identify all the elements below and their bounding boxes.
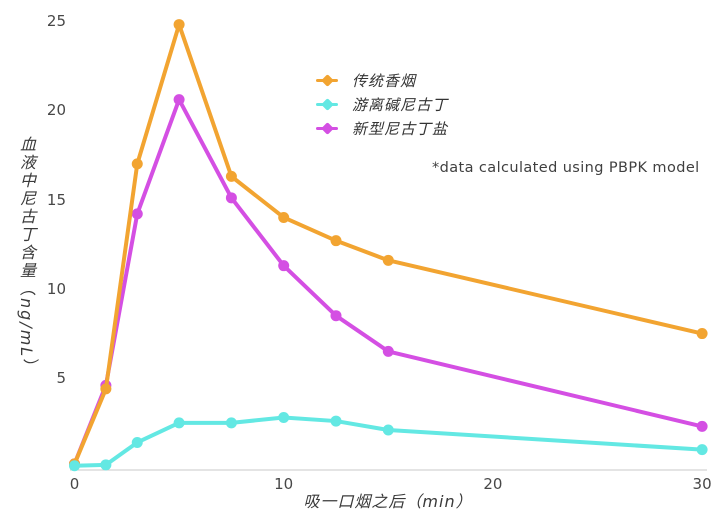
data-point [131,208,143,220]
data-point [696,420,708,432]
data-point [278,411,290,423]
legend-label: 传统香烟 [352,72,417,90]
data-point [131,436,143,448]
legend-marker-icon [316,74,338,87]
data-point [330,310,342,322]
data-point [173,94,185,106]
data-point [330,415,342,427]
data-point [382,345,394,357]
data-point [278,260,290,272]
data-point [173,417,185,429]
data-point [173,19,185,31]
x-tick-label: 0 [69,475,80,493]
y-tick-label: 25 [46,12,66,30]
x-tick-label: 10 [274,475,294,493]
x-axis-title: 吸一口烟之后（min） [303,492,473,511]
legend: 传统香烟游离碱尼古丁 新型尼古丁盐 [316,72,449,145]
data-point [382,254,394,266]
data-point [330,235,342,247]
y-axis-title: 血液中尼古丁含量（ng/mL） [17,136,36,377]
data-point [696,328,708,340]
data-point [100,459,112,471]
data-point [225,192,237,204]
legend-item-2: 新型尼古丁盐 [316,120,449,138]
legend-item-1: 游离碱尼古丁 [316,96,449,114]
y-tick-label: 10 [46,279,66,298]
annotation-pbpk-note: *data calculated using PBPK model [432,160,700,176]
data-point [69,460,80,472]
y-tick-label: 5 [56,369,66,388]
data-point [382,424,394,436]
data-point [225,417,237,429]
data-point [696,444,708,456]
legend-marker-icon [316,122,338,135]
y-tick-label: 15 [46,190,66,209]
data-point [278,211,290,223]
data-point [225,170,237,182]
series-line-2 [72,97,705,466]
x-tick-label: 20 [483,475,503,493]
legend-label: 游离碱尼古丁 [352,96,449,114]
x-tick-label: 30 [692,475,712,493]
data-point [131,158,143,170]
y-tick-label: 20 [46,101,66,120]
legend-marker-icon [316,98,338,111]
legend-item-0: 传统香烟 [316,72,448,90]
data-point [100,383,112,395]
legend-label: 新型尼古丁盐 [352,120,449,138]
